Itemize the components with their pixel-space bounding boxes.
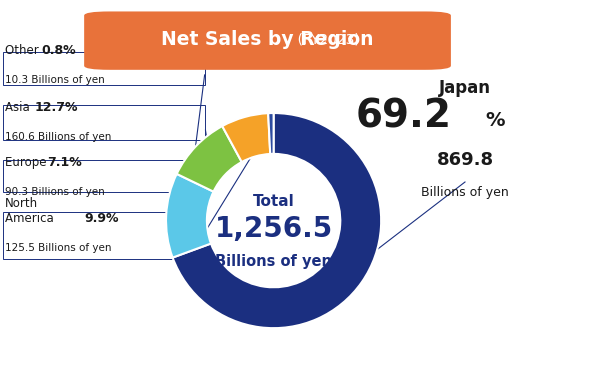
Text: %: %: [485, 111, 505, 130]
Text: Billions of yen: Billions of yen: [421, 186, 509, 199]
FancyBboxPatch shape: [84, 12, 451, 70]
Text: 10.3 Billions of yen: 10.3 Billions of yen: [5, 75, 105, 85]
Wedge shape: [166, 174, 213, 258]
Wedge shape: [268, 113, 274, 154]
Text: 160.6 Billions of yen: 160.6 Billions of yen: [5, 132, 111, 142]
Text: (FY2023): (FY2023): [175, 33, 360, 46]
Wedge shape: [177, 126, 242, 192]
Text: Net Sales by Region: Net Sales by Region: [161, 30, 374, 49]
Text: 0.8%: 0.8%: [41, 44, 75, 57]
Wedge shape: [173, 113, 381, 328]
Text: 1,256.5: 1,256.5: [215, 215, 333, 243]
Text: Europe: Europe: [5, 156, 50, 169]
Text: Asia: Asia: [5, 101, 33, 114]
Text: Total: Total: [253, 194, 294, 209]
Text: 869.8: 869.8: [437, 151, 494, 169]
Text: 69.2: 69.2: [356, 97, 452, 135]
Text: Billions of yen: Billions of yen: [215, 254, 332, 269]
Text: 125.5 Billions of yen: 125.5 Billions of yen: [5, 243, 111, 253]
Text: 7.1%: 7.1%: [47, 156, 82, 169]
Wedge shape: [223, 113, 270, 162]
Text: 9.9%: 9.9%: [85, 212, 119, 225]
Text: North
America: North America: [5, 197, 58, 225]
Text: Other: Other: [5, 44, 43, 57]
Text: 12.7%: 12.7%: [35, 101, 78, 114]
Text: 90.3 Billions of yen: 90.3 Billions of yen: [5, 187, 105, 197]
Text: Japan: Japan: [439, 79, 491, 97]
